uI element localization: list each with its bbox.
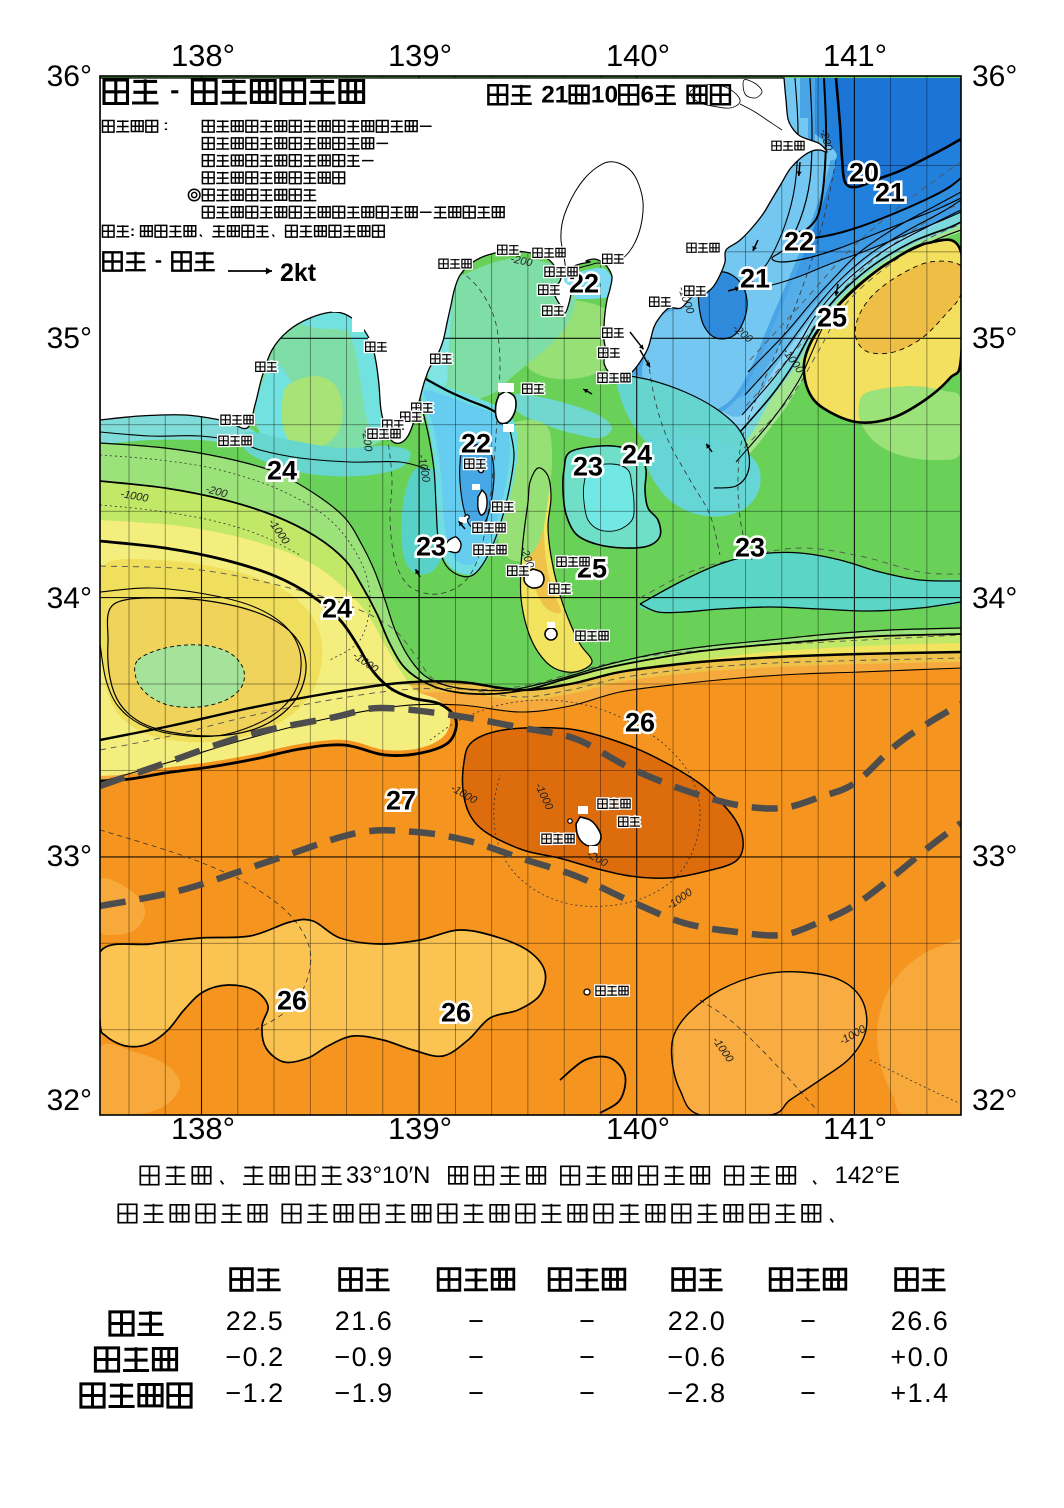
svg-text:25: 25 <box>817 303 847 333</box>
svg-text:35°: 35° <box>47 322 92 355</box>
svg-text:139°: 139° <box>388 38 452 73</box>
svg-text:32°: 32° <box>972 1084 1017 1117</box>
svg-text:32°: 32° <box>47 1084 92 1117</box>
svg-text:-1000: -1000 <box>415 453 432 484</box>
svg-text:−: − <box>468 1378 484 1408</box>
svg-text:+0.0: +0.0 <box>890 1342 949 1372</box>
svg-text:34°: 34° <box>47 582 92 615</box>
svg-text:−0.9: −0.9 <box>334 1342 393 1372</box>
svg-text:36°: 36° <box>972 60 1017 93</box>
svg-text:10: 10 <box>591 81 618 108</box>
svg-text:21: 21 <box>740 264 770 294</box>
svg-text:139°: 139° <box>388 1111 452 1146</box>
svg-text:22.5: 22.5 <box>226 1306 285 1336</box>
svg-text:−: − <box>579 1378 595 1408</box>
svg-text:−: − <box>800 1378 816 1408</box>
svg-text:34°: 34° <box>972 582 1017 615</box>
svg-text:35°: 35° <box>972 322 1017 355</box>
svg-text:−0.2: −0.2 <box>225 1342 284 1372</box>
svg-text:23: 23 <box>416 532 446 562</box>
svg-text:−2.8: −2.8 <box>667 1378 726 1408</box>
svg-text:−: − <box>468 1342 484 1372</box>
svg-text:-200: -200 <box>509 253 534 269</box>
svg-text:22.0: 22.0 <box>668 1306 727 1336</box>
svg-text:33°: 33° <box>972 840 1017 873</box>
svg-text:−: − <box>579 1306 595 1336</box>
svg-text:22: 22 <box>569 269 599 299</box>
svg-text:20: 20 <box>849 158 879 188</box>
svg-text:24: 24 <box>622 440 652 470</box>
svg-text:25: 25 <box>577 554 607 584</box>
svg-text:-1000: -1000 <box>119 488 150 505</box>
svg-text:6: 6 <box>641 81 655 108</box>
svg-text:−: − <box>468 1306 484 1336</box>
svg-text:24: 24 <box>322 594 352 624</box>
svg-text:140°: 140° <box>606 1111 670 1146</box>
svg-text:141°: 141° <box>823 1111 887 1146</box>
svg-text:26: 26 <box>625 708 655 738</box>
svg-text:-200: -200 <box>204 483 229 501</box>
svg-text:22: 22 <box>461 429 491 459</box>
svg-text:23: 23 <box>735 533 765 563</box>
svg-text:26: 26 <box>441 998 471 1028</box>
svg-text:26.6: 26.6 <box>891 1306 950 1336</box>
svg-text::: : <box>130 223 135 240</box>
svg-text:141°: 141° <box>823 38 887 73</box>
svg-text:-200: -200 <box>817 128 835 153</box>
svg-text:+1.4: +1.4 <box>890 1378 949 1408</box>
svg-text:−1.2: −1.2 <box>225 1378 284 1408</box>
svg-text:−: − <box>800 1342 816 1372</box>
svg-text:21.6: 21.6 <box>335 1306 394 1336</box>
svg-text:−0.6: −0.6 <box>667 1342 726 1372</box>
svg-text:23: 23 <box>573 452 603 482</box>
svg-text:−: − <box>579 1342 595 1372</box>
svg-text:33°: 33° <box>47 840 92 873</box>
svg-text:138°: 138° <box>171 1111 235 1146</box>
svg-text:138°: 138° <box>171 38 235 73</box>
svg-text:22: 22 <box>784 227 814 257</box>
svg-text:−: − <box>800 1306 816 1336</box>
svg-text:−1.9: −1.9 <box>334 1378 393 1408</box>
svg-text:142°E: 142°E <box>835 1162 900 1189</box>
svg-text:21: 21 <box>875 178 905 208</box>
svg-text:21: 21 <box>541 81 568 108</box>
svg-text:36°: 36° <box>47 60 92 93</box>
svg-text:33°10′N: 33°10′N <box>346 1162 430 1189</box>
svg-text:24: 24 <box>267 456 297 486</box>
svg-text:140°: 140° <box>606 38 670 73</box>
svg-text:2kt: 2kt <box>280 259 317 287</box>
svg-text:27: 27 <box>386 786 416 816</box>
svg-text:26: 26 <box>277 986 307 1016</box>
